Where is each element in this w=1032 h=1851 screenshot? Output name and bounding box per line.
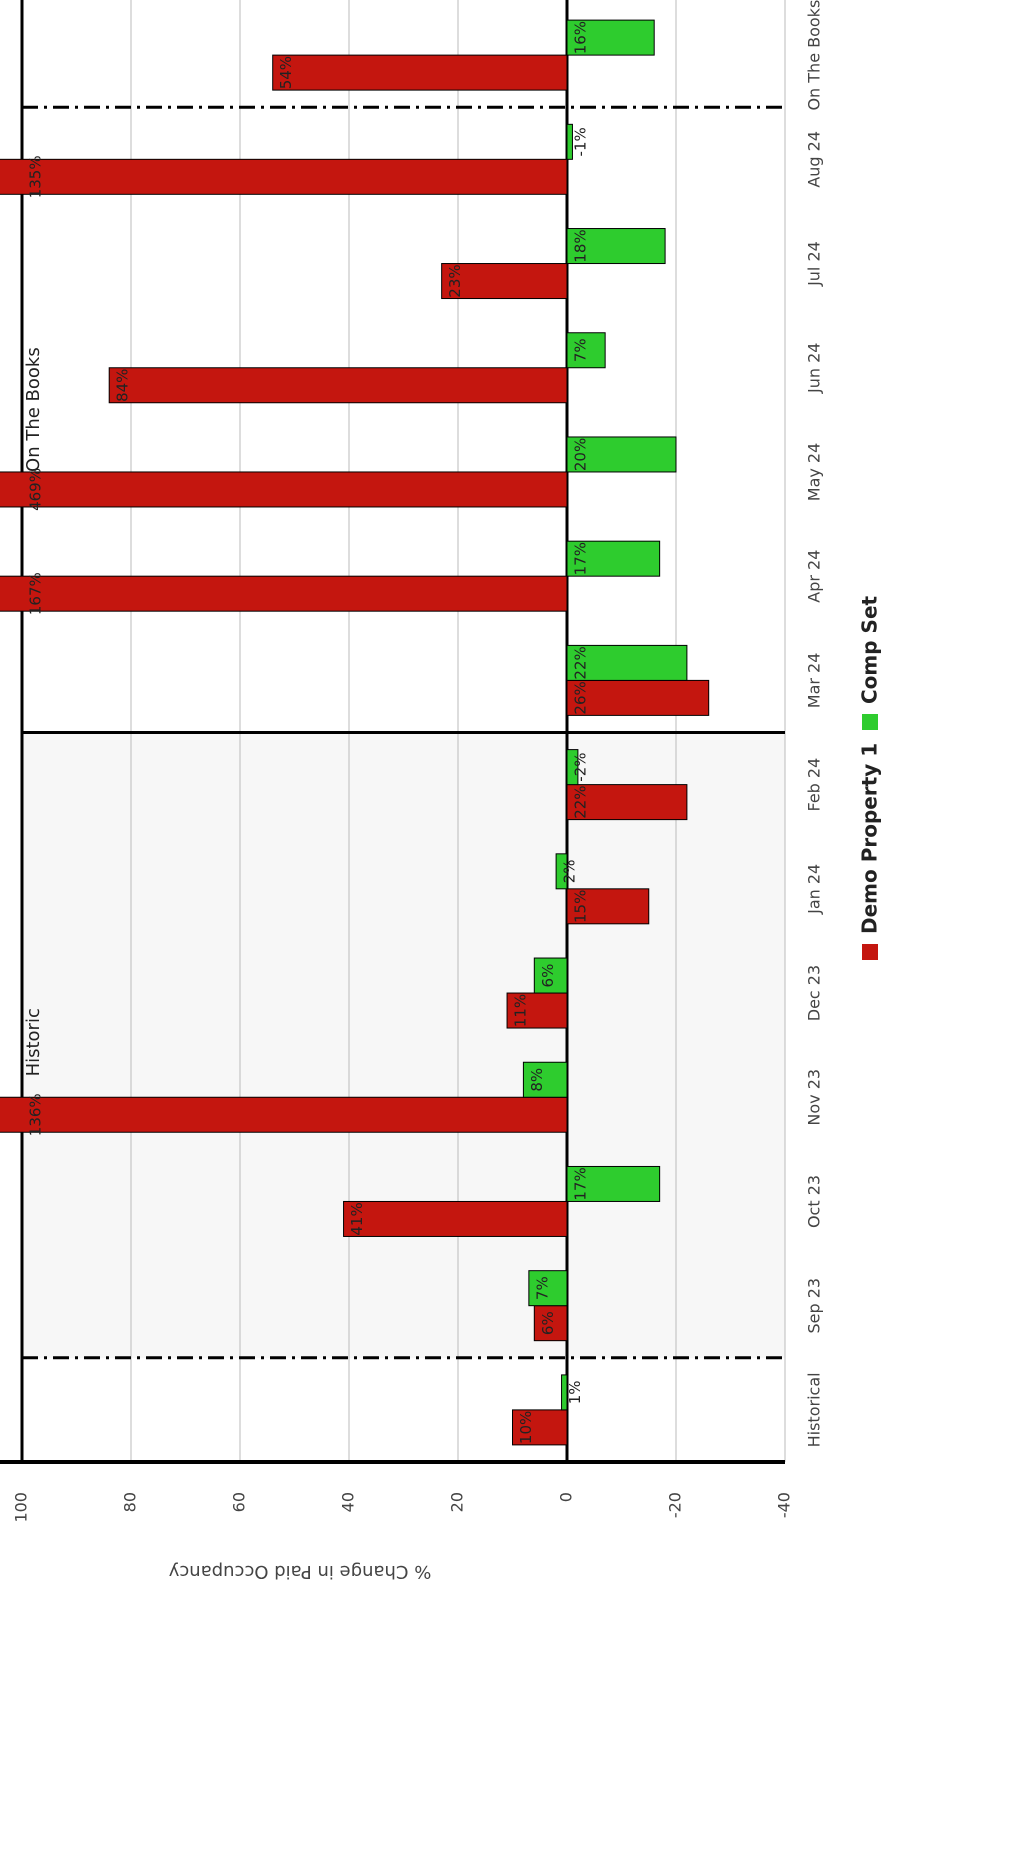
bar: [566, 784, 688, 821]
bar: [533, 957, 568, 994]
annotation: Historic: [23, 1008, 44, 1076]
data-label: 26%: [572, 681, 590, 714]
data-label: 1%: [566, 1380, 584, 1404]
historic-region: [22, 732, 785, 1358]
bar: [566, 123, 573, 160]
x-tick-label: Jun 24: [805, 343, 824, 394]
x-tick-label: Dec 23: [805, 965, 824, 1021]
data-label: 17%: [572, 542, 590, 575]
bar: [566, 332, 606, 369]
data-label: 135%: [27, 155, 45, 198]
data-label: 136%: [27, 1093, 45, 1136]
data-label: 22%: [572, 785, 590, 818]
data-label: -1%: [572, 127, 590, 156]
bar: [555, 853, 568, 890]
y-tick-label: 60: [230, 1492, 249, 1512]
y-axis-label: % Change in Paid Occupancy: [168, 1561, 431, 1582]
x-tick-label: Feb 24: [805, 758, 824, 812]
bar: [441, 263, 568, 300]
bar: [343, 1200, 568, 1237]
x-tick-label: Nov 23: [805, 1069, 824, 1126]
data-label: 17%: [572, 1167, 590, 1200]
bar: [566, 436, 677, 473]
bar: [566, 540, 661, 577]
legend-label: Comp Set: [858, 595, 882, 704]
bar: [272, 54, 568, 91]
data-label: 41%: [348, 1202, 366, 1235]
x-tick-label: Mar 24: [805, 653, 824, 709]
data-label: 54%: [277, 56, 295, 89]
y-tick-label: 80: [121, 1492, 140, 1512]
bar: [0, 575, 568, 612]
data-label: 10%: [517, 1411, 535, 1444]
bars: [0, 19, 710, 1446]
bar: [512, 1409, 568, 1446]
data-label: 8%: [528, 1068, 546, 1092]
data-label: 15%: [572, 890, 590, 923]
data-label: 6%: [539, 1311, 557, 1335]
data-label: 23%: [446, 264, 464, 297]
data-label: 7%: [533, 1276, 551, 1300]
bar: [528, 1270, 568, 1307]
legend-label: Demo Property 1: [858, 743, 882, 934]
data-label: 167%: [27, 572, 45, 615]
data-label: 2%: [561, 859, 579, 883]
bar: [566, 888, 650, 925]
x-tick-label: May 24: [805, 443, 824, 502]
legend-swatch: [862, 714, 878, 730]
legend-swatch: [862, 944, 878, 960]
bar: [0, 471, 568, 508]
bar: [0, 158, 568, 195]
annotation: On The Books: [23, 347, 44, 472]
bar: [566, 749, 579, 786]
y-tick-label: -40: [775, 1492, 794, 1518]
x-tick-label: On The Books: [805, 0, 824, 111]
y-tick-label: -20: [666, 1492, 685, 1518]
data-label: 11%: [512, 994, 530, 1027]
y-tick-label: 20: [448, 1492, 467, 1512]
x-tick-label: Sep 23: [805, 1278, 824, 1334]
bar: [566, 228, 666, 265]
data-label: 6%: [539, 964, 557, 988]
x-tick-label: Apr 24: [805, 550, 824, 603]
data-label: 22%: [572, 646, 590, 679]
x-tick-label: Historical: [805, 1372, 824, 1447]
x-tick-label: Aug 24: [805, 131, 824, 188]
bar: [566, 19, 655, 56]
y-tick-label: 100: [12, 1492, 31, 1523]
data-label: 16%: [572, 21, 590, 54]
data-label: -2%: [572, 752, 590, 781]
y-tick-label: 0: [557, 1492, 576, 1502]
data-label: 7%: [572, 338, 590, 362]
bar: [566, 644, 688, 681]
bar: [108, 367, 568, 404]
data-label: 18%: [572, 229, 590, 262]
x-tick-label: Jul 24: [805, 241, 824, 287]
x-tick-label: Oct 23: [805, 1175, 824, 1228]
y-tick-label: 40: [339, 1492, 358, 1512]
bar: [522, 1061, 568, 1098]
data-label: 20%: [572, 438, 590, 471]
x-tick-label: Jan 24: [805, 864, 824, 915]
bar: [0, 1096, 568, 1133]
bar: [561, 1374, 568, 1411]
bar: [566, 1165, 661, 1202]
data-label: 84%: [114, 369, 132, 402]
data-label: 469%: [27, 468, 45, 511]
